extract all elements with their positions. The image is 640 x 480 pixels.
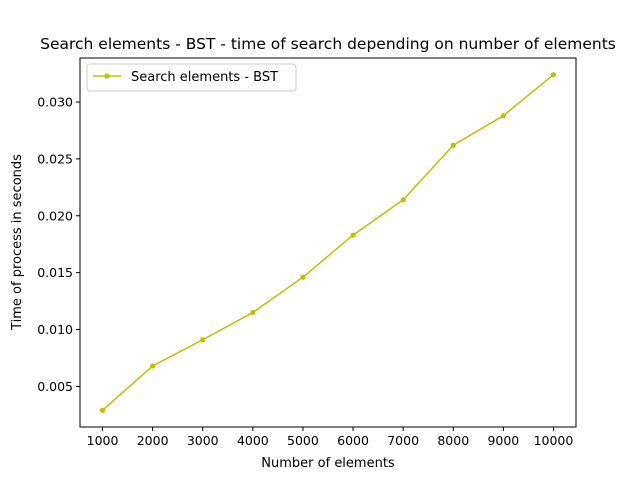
data-point — [99, 407, 106, 413]
y-tick-label: 0.010 — [37, 322, 73, 337]
legend: Search elements - BST — [86, 63, 297, 92]
data-point — [550, 72, 557, 78]
series-layer — [99, 72, 557, 413]
x-axis-ticks: 1000 2000 3000 4000 5000 6000 7000 8000 9000 1000… — [87, 427, 574, 448]
x-tick-label: 9000 — [487, 433, 519, 448]
legend-frame — [86, 63, 297, 92]
x-tick-label: 7000 — [387, 433, 419, 448]
y-axis-label: Time of process in seconds — [10, 154, 25, 331]
x-tick-label: 5000 — [287, 433, 319, 448]
x-tick-label: 3000 — [187, 433, 219, 448]
x-tick-label: 10000 — [534, 433, 574, 448]
data-point — [250, 309, 256, 316]
data-point — [300, 274, 306, 280]
y-axis-ticks: 0.005 0.010 0.015 0.020 0.025 0.030 — [37, 95, 80, 394]
legend-marker-swatch — [104, 73, 110, 79]
data-point — [450, 142, 456, 148]
plot-area — [79, 57, 577, 428]
x-tick-label: 4000 — [237, 433, 269, 448]
x-tick-label: 8000 — [437, 433, 469, 448]
data-point — [200, 337, 206, 343]
series-line — [102, 74, 554, 411]
y-tick-label: 0.020 — [37, 208, 73, 223]
data-point — [150, 363, 156, 369]
data-point — [400, 197, 406, 203]
y-tick-label: 0.025 — [37, 151, 73, 166]
y-tick-label: 0.005 — [37, 379, 73, 394]
y-tick-label: 0.030 — [37, 95, 73, 110]
legend-label: Search elements - BST — [131, 70, 278, 85]
chart-title: Search elements - BST - time of search d… — [40, 35, 616, 53]
x-tick-label: 6000 — [337, 433, 369, 448]
x-axis-label: Number of elements — [261, 456, 395, 471]
data-point — [350, 232, 356, 238]
y-tick-label: 0.015 — [37, 265, 73, 280]
plot-frame — [79, 57, 577, 428]
x-tick-label: 1000 — [87, 433, 119, 448]
data-point — [500, 113, 506, 119]
x-tick-label: 2000 — [137, 433, 169, 448]
